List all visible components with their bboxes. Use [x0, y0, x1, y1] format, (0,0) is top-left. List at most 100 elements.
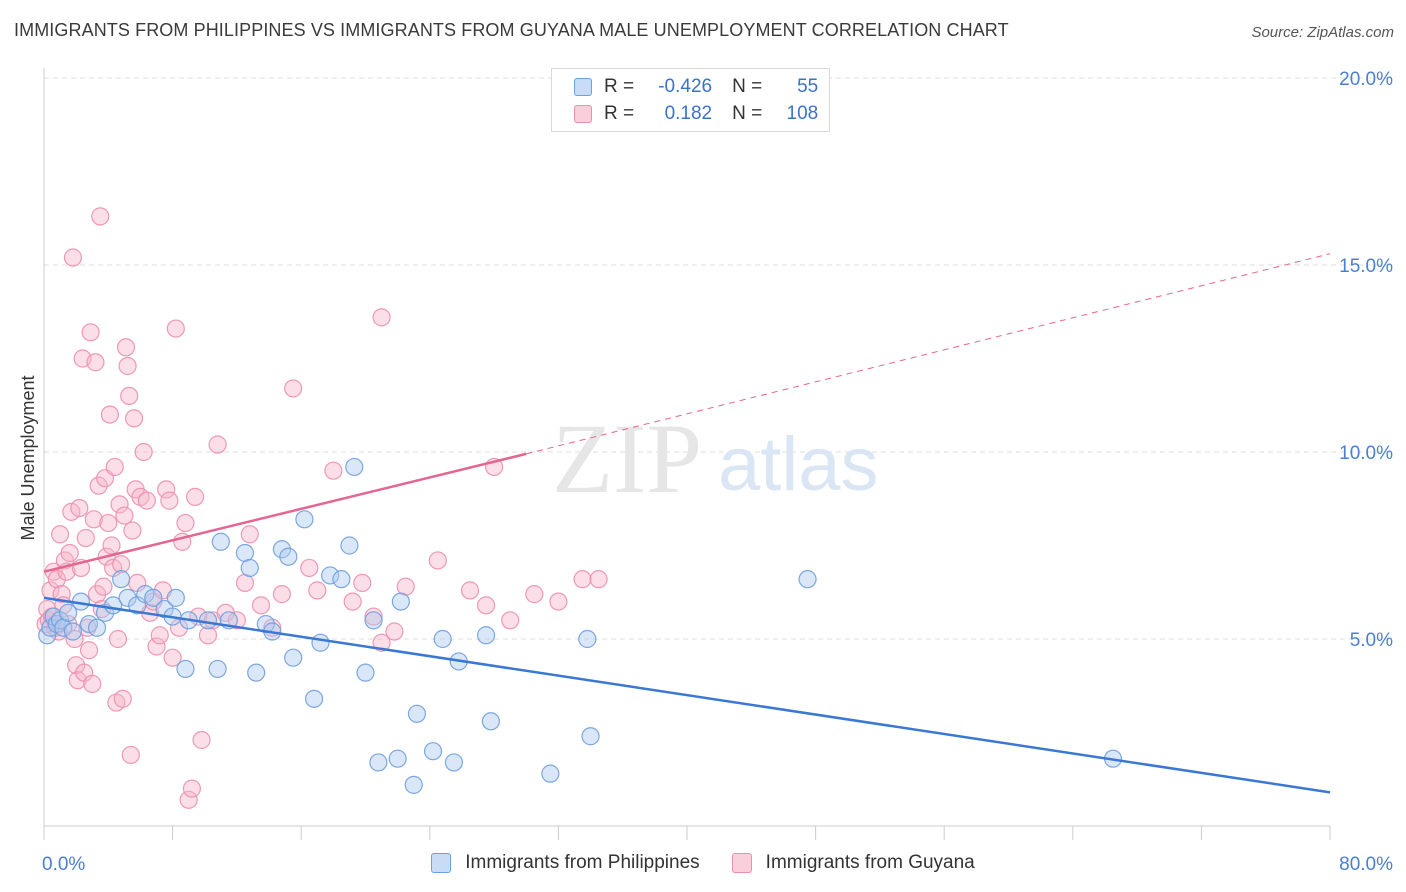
data-point [407, 704, 427, 723]
data-point [476, 626, 496, 645]
guyana-swatch [574, 105, 592, 123]
r-label: R = [604, 103, 635, 124]
r-value: -0.426 [658, 76, 713, 97]
n-label: N = [732, 76, 763, 97]
watermark-atlas: atlas [718, 422, 879, 507]
data-point [211, 532, 230, 551]
legend-item-philippines: Immigrants from Philippines [431, 852, 700, 874]
data-point [372, 633, 391, 652]
y-axis-title: Male Unemployment [18, 375, 38, 540]
data-point [166, 588, 185, 607]
axes [43, 68, 1331, 840]
data-point [272, 585, 292, 604]
data-point [353, 573, 372, 593]
legend-item-guyana: Immigrants from Guyana [731, 852, 975, 874]
data-point [343, 592, 362, 611]
data-point [240, 525, 259, 544]
data-point [391, 592, 410, 611]
data-point [481, 712, 500, 731]
x-tick-label: 80.0% [1339, 854, 1393, 875]
data-point [112, 555, 131, 574]
data-point [91, 207, 110, 226]
philippines-swatch [431, 853, 452, 873]
data-point [251, 596, 271, 615]
data-point [364, 611, 383, 630]
y-tick-label: 10.0% [1339, 443, 1393, 464]
trend-lines [43, 253, 1331, 794]
data-point [300, 558, 319, 578]
data-point [134, 442, 153, 462]
data-point [59, 603, 78, 622]
data-point [116, 338, 136, 357]
data-point [279, 547, 298, 566]
data-point [460, 581, 480, 600]
data-point [573, 570, 592, 589]
data-point [476, 596, 496, 615]
data-point [68, 671, 87, 690]
data-point [578, 629, 597, 649]
trend-line-guyana [43, 452, 527, 573]
data-point [541, 764, 560, 783]
data-point [372, 308, 391, 327]
data-point [404, 775, 423, 794]
data-point [50, 525, 70, 544]
data-point [428, 551, 447, 570]
watermark-zip: ZIP [552, 403, 702, 514]
data-point [589, 570, 608, 589]
data-point [525, 585, 544, 604]
data-point [124, 409, 144, 428]
r-label: R = [604, 76, 635, 97]
data-point [102, 536, 121, 555]
data-point [157, 480, 176, 499]
data-point [79, 641, 99, 660]
data-point [147, 637, 166, 656]
data-point [311, 633, 330, 652]
data-point [163, 648, 182, 667]
data-point [176, 659, 195, 679]
data-point [186, 487, 205, 506]
legend-row-guyana: R = 0.182 N = 108 [574, 101, 818, 127]
data-point [308, 581, 327, 600]
series-guyana-points [36, 207, 608, 809]
data-point [105, 457, 124, 477]
data-point [356, 663, 375, 682]
data-point [160, 491, 179, 510]
data-point [208, 659, 227, 679]
series-philippines-points [38, 457, 1123, 794]
data-point [345, 457, 364, 477]
data-point [65, 629, 84, 649]
data-point [501, 611, 520, 630]
data-point [549, 592, 568, 611]
data-point [388, 749, 407, 768]
data-point [385, 622, 404, 641]
data-point [87, 618, 107, 637]
data-point [798, 570, 817, 589]
tick-labels: 5.0% 10.0% 15.0% 20.0% 0.0% 80.0% Male Unemplo… [18, 69, 1393, 875]
r-value: 0.182 [664, 103, 713, 124]
data-point [192, 730, 211, 750]
data-point [108, 629, 128, 649]
data-point [99, 513, 118, 533]
trend-line-philippines [43, 596, 1331, 794]
data-point [295, 510, 314, 529]
watermark: ZIP atlas [552, 403, 879, 514]
correlation-legend: R = -0.426 N = 55 R = 0.182 N = 108 [551, 68, 830, 132]
data-point [581, 727, 600, 746]
data-point [121, 745, 140, 765]
y-tick-label: 15.0% [1339, 256, 1393, 277]
y-tick-label: 20.0% [1339, 69, 1393, 90]
data-point [304, 689, 324, 708]
data-point [247, 663, 266, 682]
data-point [324, 461, 343, 480]
legend-row-philippines: R = -0.426 N = 55 [574, 74, 818, 100]
legend-label-guyana: Immigrants from Guyana [765, 852, 975, 873]
data-point [423, 742, 443, 761]
data-point [444, 753, 464, 772]
philippines-swatch [574, 78, 592, 96]
data-point [198, 611, 218, 630]
data-point [433, 629, 452, 649]
data-point [115, 506, 134, 525]
legend-label-philippines: Immigrants from Philippines [465, 852, 700, 873]
data-point [144, 588, 163, 607]
trend-line-guyana-extension [526, 253, 1331, 455]
